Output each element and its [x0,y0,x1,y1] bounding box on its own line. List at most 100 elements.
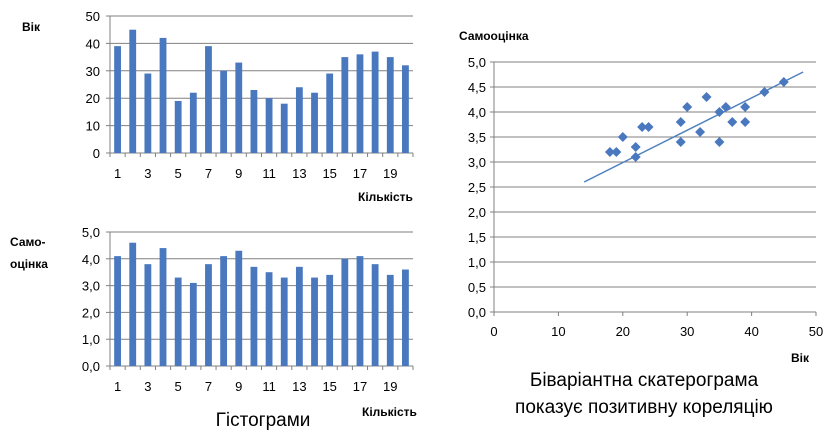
y-tick-label: 40 [86,36,100,51]
y-tick-label: 3,0 [82,279,100,294]
x-tick-label: 13 [292,166,306,181]
self-esteem-axis-label-line1: Само- [10,235,46,249]
x-tick-label: 1 [114,379,121,394]
bar [144,73,152,153]
bar [295,87,303,153]
bar [265,272,273,366]
bar [386,274,394,366]
trend-line [583,71,804,183]
x-tick-label: 17 [353,166,367,181]
scatter-point [701,92,712,102]
bar [356,54,364,153]
scatter-caption-line2: показує позитивну кореляцію [515,397,773,418]
x-tick-label: 10 [551,324,565,339]
scatter-point [637,122,648,132]
y-tick-label: 2,5 [468,180,486,195]
bar [341,57,349,153]
bar [402,269,409,366]
x-tick-label: 5 [175,379,182,394]
bar [189,282,197,366]
bar [402,65,409,153]
scatter-point [611,147,622,157]
scatter-point [778,77,789,87]
y-tick-label: 1,5 [468,230,486,245]
x-tick-label: 15 [322,379,336,394]
y-tick-label: 4,0 [468,105,486,120]
bar [311,277,318,366]
x-tick-label: 9 [235,379,242,394]
x-tick-label: 15 [322,166,336,181]
scatter-point [759,87,770,97]
scatter-point [714,137,725,147]
bar [205,264,212,366]
bar [174,277,182,366]
bar [220,70,228,153]
scatter-point [617,132,628,142]
y-tick-label: 10 [86,119,100,134]
bar [129,29,137,154]
scatter-point [630,152,641,162]
bar [311,92,318,153]
bar [280,103,288,153]
bar [326,73,334,153]
x-tick-label: 50 [809,324,823,339]
bar [159,37,167,153]
bar [220,256,228,366]
y-tick-label: 5,0 [82,225,100,240]
count-axis-label: Кількість [362,405,417,419]
scatter-point [727,117,738,127]
y-tick-label: 2,0 [468,205,486,220]
bar [250,266,258,366]
x-tick-label: 13 [292,379,306,394]
self-esteem-histogram: Само- оцінка 0,01,02,03,04,05,0 1 3 5 7 9 11 1… [10,225,417,419]
y-tick-label: 0,0 [468,305,486,320]
x-tick-label: 5 [175,166,182,181]
y-tick-label: 1,0 [468,255,486,270]
y-tick-label: 2,0 [82,305,100,320]
x-tick-label: 11 [262,379,276,394]
bar [250,89,258,153]
y-tick-label: 1,0 [82,332,100,347]
self-esteem-axis-label-line2: оцінка [10,257,48,271]
age-axis-label: Вік [22,20,41,34]
bar [356,256,364,366]
scatter-point [714,107,725,117]
count-axis-label: Кількість [358,190,413,204]
bar [189,92,197,153]
y-tick-label: 20 [86,91,100,106]
y-tick-label: 3,0 [468,155,486,170]
bar [371,264,379,366]
scatter-point [740,102,751,112]
x-tick-label: 0 [490,324,497,339]
y-tick-label: 30 [86,64,100,79]
x-tick-label: 19 [383,166,397,181]
bar [159,248,167,366]
scatter-x-axis-label: Вік [791,351,810,365]
x-tick-label: 7 [205,379,212,394]
x-tick-label: 17 [353,379,367,394]
y-tick-label: 50 [86,9,100,24]
scatter-point [643,122,654,132]
x-tick-label: 20 [616,324,630,339]
x-tick-label: 40 [744,324,758,339]
scatter-point [630,142,641,152]
bar [114,256,121,366]
scatter-point [720,102,731,112]
x-tick-label: 11 [262,166,276,181]
histograms-caption: Гістограми [216,410,311,431]
x-tick-label: 1 [114,166,121,181]
bar [386,57,394,153]
scatter-y-axis-label: Самооцінка [459,29,529,43]
scatter-caption-line1: Біваріантна скатерограма [530,370,759,391]
x-tick-label: 19 [383,379,397,394]
y-tick-label: 3,5 [468,130,486,145]
bar [174,100,182,153]
bar [326,274,334,366]
scatter-point [740,117,751,127]
bivariate-scatterplot: Самооцінка 0,0 0,5 1,0 1,5 2,0 2,5 3,0 3,5 4,0 4,… [459,29,823,365]
y-tick-label: 4,5 [468,80,486,95]
x-tick-label: 3 [144,166,151,181]
bar [265,98,273,153]
